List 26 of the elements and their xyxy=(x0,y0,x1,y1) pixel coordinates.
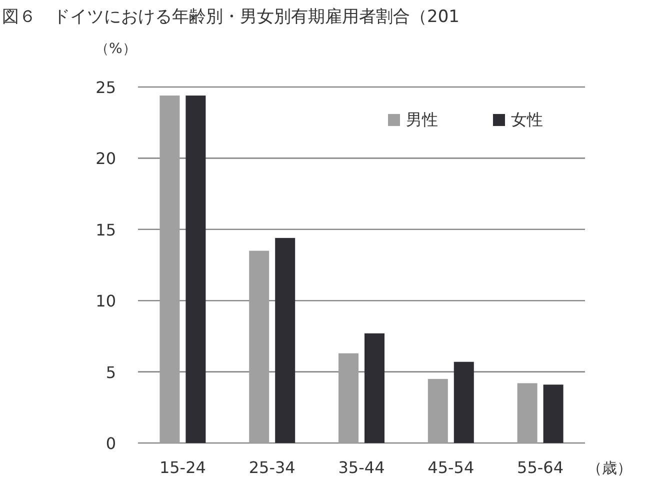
chart-title: 図６ ドイツにおける年齢別・男女別有期雇用者割合（201 xyxy=(2,7,460,27)
y-tick-label: 0 xyxy=(106,434,116,453)
x-tick-label: 55-64 xyxy=(517,458,564,477)
bar xyxy=(160,96,180,443)
y-tick-label: 20 xyxy=(96,149,116,168)
bar xyxy=(275,238,296,443)
y-tick-label: 5 xyxy=(106,362,116,382)
legend-label: 女性 xyxy=(511,110,543,129)
bar xyxy=(186,96,206,443)
y-tick-label: 15 xyxy=(96,220,116,240)
bar xyxy=(543,384,564,443)
y-axis-title: （%） xyxy=(95,41,136,57)
bar xyxy=(338,353,358,443)
x-tick-label: 35-44 xyxy=(338,458,385,477)
x-tick-label: 45-54 xyxy=(428,458,474,477)
x-axis-title: （歳） xyxy=(587,459,632,477)
x-tick-label: 15-24 xyxy=(159,458,206,477)
y-tick-label: 10 xyxy=(96,292,116,311)
legend-label: 男性 xyxy=(406,110,438,129)
y-tick-label: 25 xyxy=(96,78,116,97)
bar xyxy=(517,383,538,443)
bar xyxy=(249,250,270,443)
bar xyxy=(364,333,384,443)
bar xyxy=(428,378,448,443)
x-tick-label: 25-34 xyxy=(248,458,296,477)
bar xyxy=(454,362,474,443)
